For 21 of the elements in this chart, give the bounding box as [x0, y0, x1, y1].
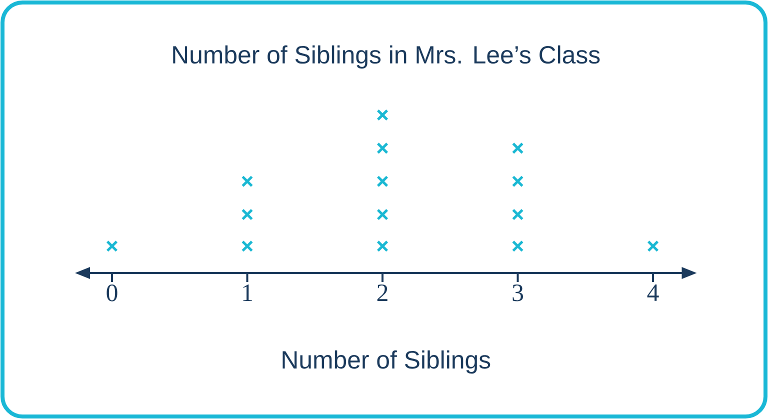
point: [106, 240, 118, 252]
x-tick-label: 4: [647, 284, 659, 301]
point: [512, 240, 524, 252]
x-tick-label: 2: [377, 284, 388, 302]
chart-title: Number of Siblings in Mrs. Lee’s Class: [173, 45, 600, 69]
point: [376, 142, 388, 154]
point: [241, 240, 254, 252]
point: [376, 175, 388, 188]
point: [241, 175, 254, 188]
point: [512, 142, 524, 154]
point: [376, 240, 388, 252]
point: [376, 109, 388, 121]
point: [647, 240, 659, 252]
x-tick-label: 0: [106, 284, 118, 302]
point: [512, 208, 524, 220]
point: [241, 208, 254, 220]
x-tick-label: 3: [512, 284, 524, 302]
x-axis-title: Number of Siblings: [282, 350, 490, 374]
point: [376, 208, 388, 220]
point: [512, 175, 524, 188]
x-tick-label: 1: [243, 284, 252, 301]
